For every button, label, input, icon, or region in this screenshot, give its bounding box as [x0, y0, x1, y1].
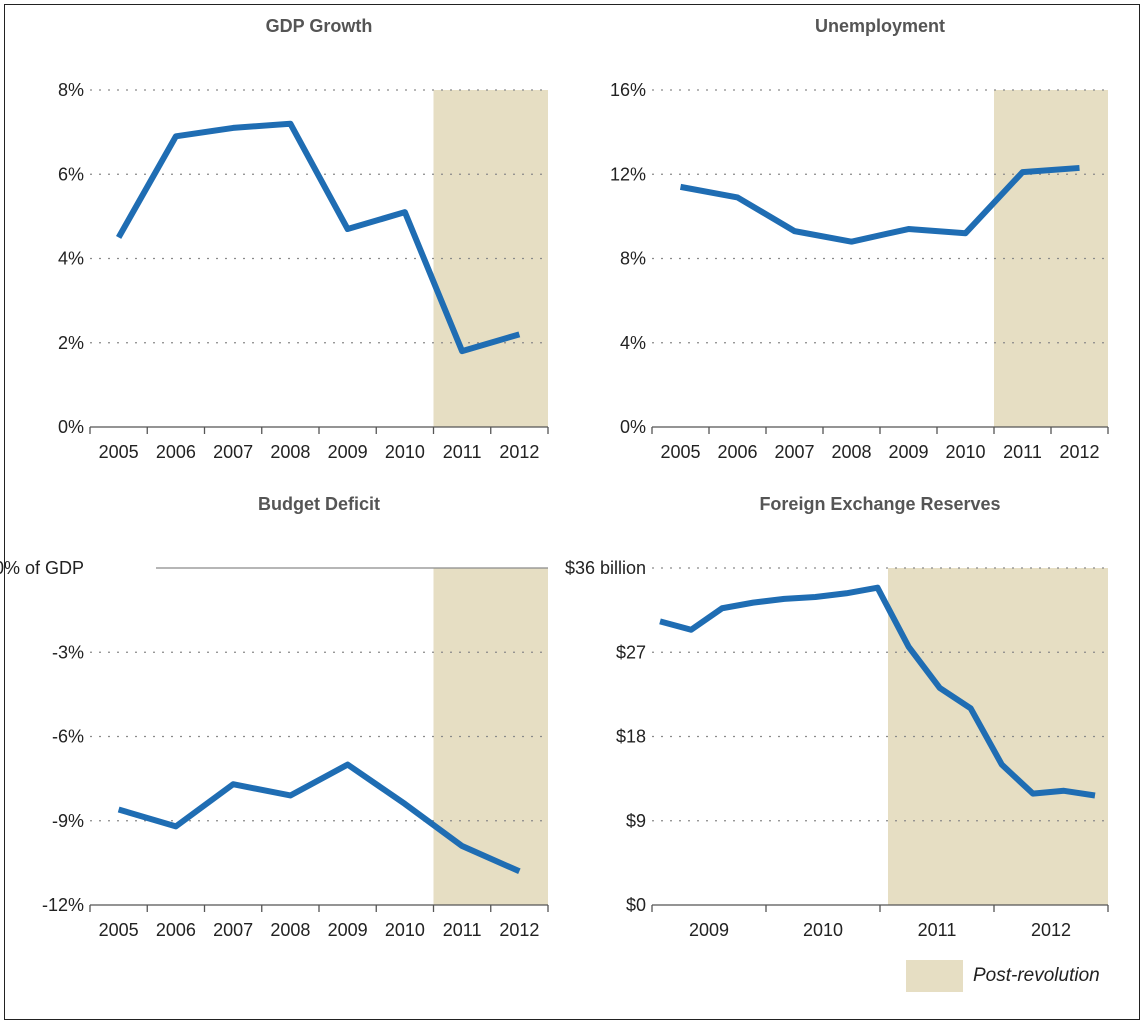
- legend-swatch-post-revolution: [906, 960, 963, 992]
- y-tick-label: 0% of GDP: [0, 558, 84, 578]
- x-tick-label: 2012: [1059, 442, 1099, 462]
- y-tick-label: 6%: [58, 164, 84, 184]
- y-tick-label: 0%: [620, 417, 646, 437]
- y-tick-label: -12%: [42, 895, 84, 915]
- x-tick-label: 2009: [328, 442, 368, 462]
- x-tick-label: 2010: [385, 920, 425, 940]
- series-line: [659, 584, 1096, 799]
- y-tick-label: 16%: [610, 80, 646, 100]
- legend: Post-revolution: [906, 960, 1100, 992]
- x-tick-label: 2005: [660, 442, 700, 462]
- x-tick-label: 2009: [888, 442, 928, 462]
- y-tick-label: $36 billion: [565, 558, 646, 578]
- chart-title: Foreign Exchange Reserves: [759, 494, 1000, 514]
- x-tick-label: 2011: [443, 920, 482, 940]
- legend-label-post-revolution: Post-revolution: [973, 965, 1100, 986]
- x-tick-label: 2008: [831, 442, 871, 462]
- x-tick-label: 2012: [499, 442, 539, 462]
- x-tick-label: 2010: [945, 442, 985, 462]
- chart-title: Budget Deficit: [258, 494, 380, 514]
- y-tick-label: -9%: [52, 811, 84, 831]
- y-tick-label: 4%: [58, 249, 84, 269]
- post-revolution-shade: [888, 568, 1108, 905]
- y-tick-label: 2%: [58, 333, 84, 353]
- x-tick-label: 2009: [328, 920, 368, 940]
- x-tick-label: 2011: [1003, 442, 1042, 462]
- x-tick-label: 2008: [270, 920, 310, 940]
- x-tick-label: 2010: [803, 920, 843, 940]
- y-tick-label: $9: [626, 811, 646, 831]
- chart-title: GDP Growth: [266, 16, 373, 36]
- post-revolution-shade: [433, 568, 548, 905]
- y-tick-label: $0: [626, 895, 646, 915]
- x-tick-label: 2012: [499, 920, 539, 940]
- y-tick-label: 8%: [58, 80, 84, 100]
- x-tick-label: 2006: [717, 442, 757, 462]
- y-tick-label: 4%: [620, 333, 646, 353]
- y-tick-label: 0%: [58, 417, 84, 437]
- chart-title: Unemployment: [815, 16, 945, 36]
- y-tick-label: $18: [616, 727, 646, 747]
- x-tick-label: 2011: [443, 442, 482, 462]
- x-tick-label: 2006: [156, 442, 196, 462]
- x-tick-label: 2007: [213, 442, 253, 462]
- x-tick-label: 2009: [689, 920, 729, 940]
- x-tick-label: 2011: [918, 920, 957, 940]
- x-tick-label: 2007: [774, 442, 814, 462]
- x-tick-label: 2007: [213, 920, 253, 940]
- post-revolution-shade: [433, 90, 548, 427]
- x-tick-label: 2005: [99, 920, 139, 940]
- y-tick-label: 12%: [610, 164, 646, 184]
- x-tick-label: 2012: [1031, 920, 1071, 940]
- post-revolution-shade: [994, 90, 1108, 427]
- y-tick-label: -3%: [52, 642, 84, 662]
- y-tick-label: $27: [616, 642, 646, 662]
- series-line: [679, 164, 1080, 245]
- x-tick-label: 2010: [385, 442, 425, 462]
- y-tick-label: 8%: [620, 249, 646, 269]
- series-line: [117, 761, 521, 875]
- y-tick-label: -6%: [52, 727, 84, 747]
- x-tick-label: 2006: [156, 920, 196, 940]
- x-tick-label: 2005: [99, 442, 139, 462]
- x-tick-label: 2008: [270, 442, 310, 462]
- series-line: [116, 120, 521, 355]
